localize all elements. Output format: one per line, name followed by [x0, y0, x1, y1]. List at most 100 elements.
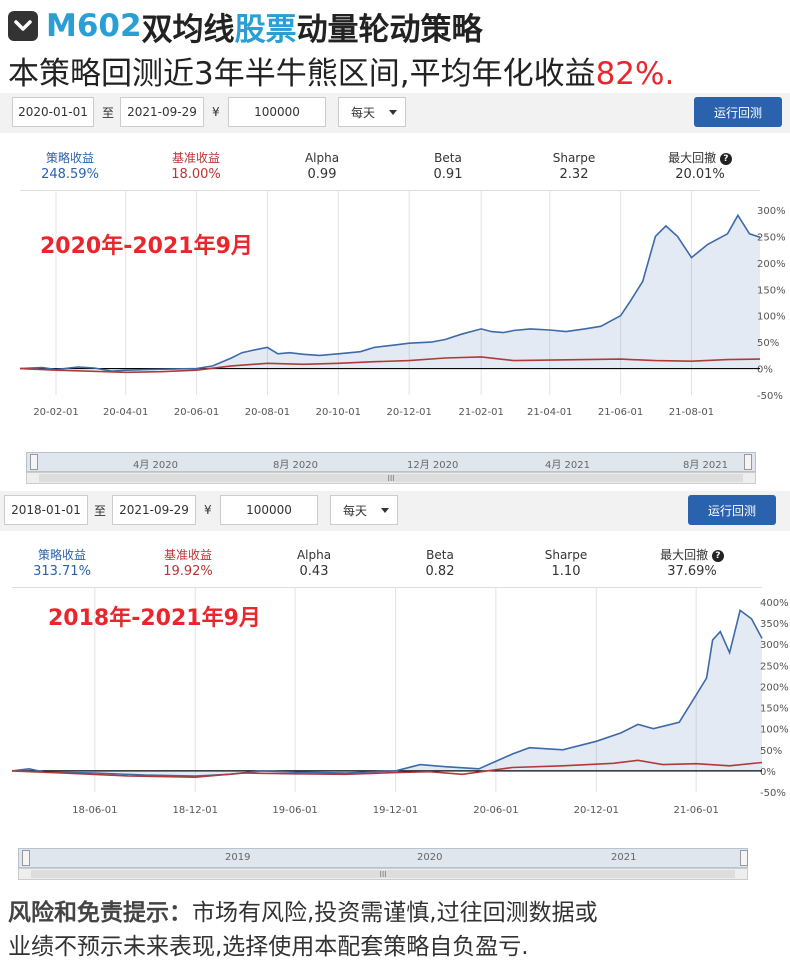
stat-beta: Beta 0.91: [398, 150, 498, 184]
chart-scrollbar[interactable]: III: [26, 472, 756, 484]
capital-input[interactable]: 100000: [220, 495, 318, 525]
strategy-area: [12, 610, 762, 776]
x-tick-label: 18-12-01: [173, 805, 218, 816]
navigator-handle-right[interactable]: [744, 454, 752, 470]
stat-value: 37.69%: [667, 564, 717, 579]
stat-beta: Beta 0.82: [390, 547, 490, 581]
y-tick-label: 300%: [760, 640, 789, 651]
y-tick-label: 150%: [760, 704, 789, 715]
stat-alpha: Alpha 0.99: [272, 150, 372, 184]
navigator-label: 8月 2020: [273, 460, 318, 471]
navigator-label: 2019: [225, 852, 251, 863]
stat-benchmark-return: 基准收益 19.92%: [138, 547, 238, 581]
y-tick-label: 150%: [757, 285, 786, 296]
strategy-return-line: [11, 609, 763, 777]
stat-sharpe: Sharpe 1.10: [516, 547, 616, 581]
checkbox-chevron-icon: [8, 11, 38, 41]
y-tick-label: 0%: [757, 365, 773, 376]
navigator-handle-right[interactable]: [740, 850, 748, 866]
x-tick-label: 21-06-01: [673, 805, 718, 816]
stat-key: 基准收益: [171, 151, 220, 165]
scrollbar-thumb[interactable]: III: [31, 870, 735, 879]
frequency-select[interactable]: 每天: [338, 97, 406, 127]
capital-input[interactable]: 100000: [228, 97, 326, 127]
start-date-input[interactable]: 2018-01-01: [4, 495, 88, 525]
stat-key: Alpha: [304, 151, 340, 165]
stat-value: 0.91: [433, 167, 463, 182]
benchmark-return-line: [19, 356, 761, 374]
currency-label: ¥: [204, 503, 212, 517]
stat-key: 策略收益: [37, 548, 86, 562]
y-tick-label: 200%: [757, 259, 786, 270]
y-tick-label: -50%: [757, 391, 783, 402]
y-tick-label: 300%: [757, 206, 786, 217]
x-tick-label: 20-08-01: [245, 407, 290, 418]
strategy-area: [20, 215, 760, 372]
scrollbar-thumb[interactable]: III: [39, 474, 743, 483]
stat-value: 2.32: [559, 167, 589, 182]
title-part-b: 股票: [234, 11, 297, 48]
y-tick-label: -50%: [760, 788, 786, 799]
range-navigator[interactable]: 4月 2020 8月 2020 12月 2020 4月 2021 8月 2021: [26, 452, 756, 472]
stat-value: 0.99: [307, 167, 337, 182]
stat-key-text: 最大回撤: [668, 151, 717, 165]
stat-key: Beta: [426, 548, 454, 562]
annual-return: 82%.: [595, 56, 675, 92]
y-tick-label: 100%: [757, 312, 786, 323]
navigator-label: 2021: [611, 852, 637, 863]
x-tick-label: 20-06-01: [174, 407, 219, 418]
strategy-subtitle: 本策略回测近3年半牛熊区间,平均年化收益82%.: [8, 48, 674, 93]
x-tick-label: 20-02-01: [33, 407, 78, 418]
navigator-label: 12月 2020: [407, 460, 459, 471]
title-part-c: 动量轮动策略: [296, 11, 483, 48]
y-tick-label: 250%: [760, 661, 789, 672]
frequency-value: 每天: [343, 503, 368, 518]
stats-bar: 策略收益 248.59% 基准收益 18.00% Alpha 0.99 Beta 0.9…: [0, 150, 790, 190]
subtitle-text: 本策略回测近3年半牛熊区间,平均年化收益: [8, 56, 596, 92]
stat-key: 最大回撤 ?: [642, 547, 742, 563]
stat-key: Sharpe: [552, 151, 596, 165]
y-tick-label: 200%: [760, 682, 789, 693]
x-tick-label: 19-06-01: [272, 805, 317, 816]
frequency-select[interactable]: 每天: [330, 495, 398, 525]
to-label: 至: [102, 105, 115, 120]
stat-value: 1.10: [551, 564, 581, 579]
run-backtest-button[interactable]: 运行回测: [688, 495, 776, 525]
x-tick-label: 19-12-01: [373, 805, 418, 816]
help-icon[interactable]: ?: [719, 152, 732, 165]
stat-key-text: 最大回撤: [660, 548, 709, 562]
stats-bar: 策略收益 313.71% 基准收益 19.92% Alpha 0.43 Beta 0.8…: [0, 547, 790, 587]
stat-value: 18.00%: [171, 167, 221, 182]
stat-value: 19.92%: [163, 564, 213, 579]
range-navigator[interactable]: 2019 2020 2021: [18, 848, 748, 868]
end-date-input[interactable]: 2021-09-29: [120, 97, 204, 127]
navigator-label: 4月 2020: [133, 460, 178, 471]
end-date-input[interactable]: 2021-09-29: [112, 495, 196, 525]
disclaimer-text-1: 市场有风险,投资需谨慎,过往回测数据或: [192, 900, 598, 926]
x-tick-label: 21-04-01: [527, 407, 572, 418]
stat-value: 20.01%: [675, 167, 725, 182]
benchmark-return-line: [11, 759, 763, 779]
period-label: 2018年-2021年9月: [48, 606, 261, 631]
navigator-handle-left[interactable]: [22, 850, 30, 866]
y-tick-label: 400%: [760, 598, 789, 609]
run-backtest-button[interactable]: 运行回测: [694, 97, 782, 127]
navigator-handle-left[interactable]: [30, 454, 38, 470]
stat-key: Alpha: [296, 548, 332, 562]
title-part-a: 双均线: [141, 11, 235, 48]
backtest-chart-1: 20-02-01 20-04-01 20-06-01 20-08-01 20-10-01…: [19, 190, 786, 418]
y-tick-label: 50%: [757, 338, 779, 349]
strategy-return-line: [19, 213, 761, 373]
x-tick-label: 20-10-01: [316, 407, 361, 418]
backtest-controls: 2020-01-01 至 2021-09-29 ¥ 100000 每天 运行回测: [0, 93, 790, 133]
stat-sharpe: Sharpe 2.32: [524, 150, 624, 184]
help-icon[interactable]: ?: [711, 549, 724, 562]
stat-key: Sharpe: [544, 548, 588, 562]
strategy-title: M602 双均线 股票 动量轮动策略: [8, 6, 483, 48]
disclaimer-text-2: 业绩不预示未来表现,选择使用本配套策略自负盈亏.: [8, 934, 529, 960]
y-tick-label: 50%: [760, 746, 782, 757]
y-tick-label: 250%: [757, 232, 786, 243]
start-date-input[interactable]: 2020-01-01: [12, 97, 94, 127]
stat-key: Beta: [434, 151, 462, 165]
chart-scrollbar[interactable]: III: [18, 868, 748, 880]
